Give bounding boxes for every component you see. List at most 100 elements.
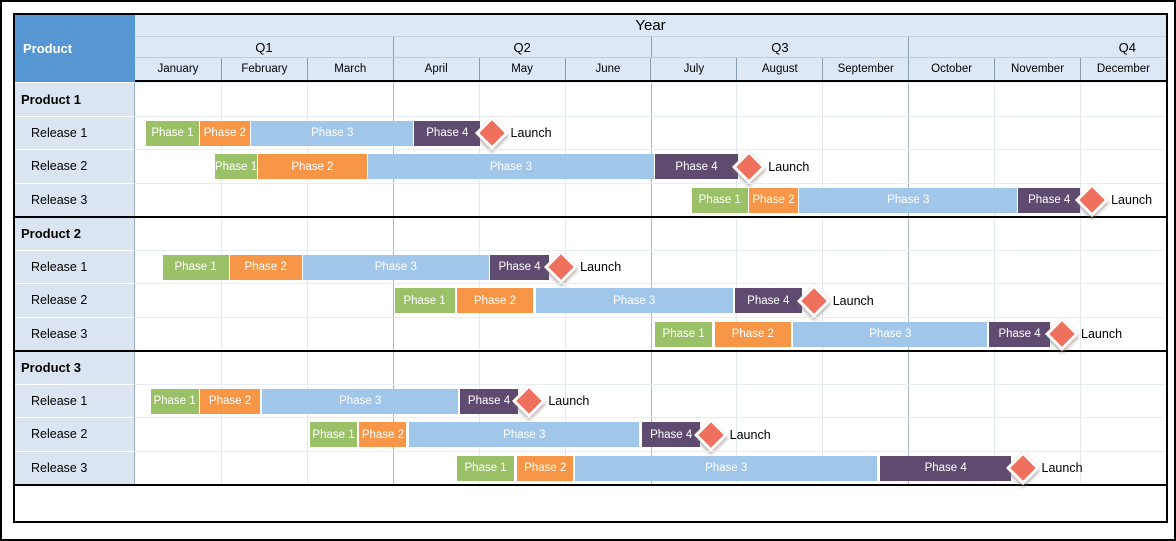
quarter-gridline [650, 116, 652, 149]
quarter-gridline [908, 418, 910, 451]
month-gridline [994, 418, 996, 451]
month-gridline [822, 116, 824, 149]
release-row-chart: Phase 1 Phase 2 Phase 3 Phase 4 Launch [135, 283, 1166, 318]
phase-bar-phase2: Phase 2 [714, 321, 791, 347]
phase-bar-phase4: Phase 4 [879, 455, 1012, 481]
month-header-april: April [392, 58, 479, 80]
release-row: Release 2 Phase 1 Phase 2 Phase 3 Phase 4 Lau… [15, 149, 1166, 184]
month-gridline [220, 352, 222, 384]
month-gridline [994, 116, 996, 149]
phase-bar-phase2: Phase 2 [516, 455, 574, 481]
launch-label: Launch [1111, 193, 1153, 207]
quarter-gridline [650, 317, 652, 350]
release-row: Release 2 Phase 1 Phase 2 Phase 3 Phase 4 Lau… [15, 283, 1166, 318]
release-name: Release 2 [15, 283, 135, 317]
month-gridline [564, 384, 566, 417]
month-gridline [306, 183, 308, 216]
phase-bar-phase3: Phase 3 [798, 187, 1018, 213]
month-gridline [478, 83, 480, 116]
phase-bar-phase1: Phase 1 [149, 388, 199, 414]
phase-bar-phase2: Phase 2 [257, 154, 367, 179]
month-gridline [306, 352, 308, 384]
phase-bar-phase2: Phase 2 [228, 254, 302, 280]
month-gridline [736, 352, 738, 384]
release-name: Release 3 [15, 182, 135, 216]
release-row: Release 3 Phase 1 Phase 2 Phase 3 Phase 4 Lau… [15, 450, 1166, 485]
month-gridline [822, 218, 824, 250]
phase-bar-phase2: Phase 2 [456, 288, 533, 313]
month-gridline [564, 317, 566, 350]
release-name: Release 1 [15, 249, 135, 283]
launch-diamond-icon [796, 283, 831, 318]
month-header-january: January [157, 63, 199, 75]
release-row-chart: Phase 1 Phase 2 Phase 3 Phase 4 Launch [135, 450, 1166, 485]
month-gridline [1080, 451, 1082, 484]
month-gridline [1080, 83, 1082, 116]
quarter-gridline [908, 250, 910, 283]
phase-bar-phase1: Phase 1 [161, 254, 229, 280]
phase-bar-phase1: Phase 1 [690, 187, 748, 213]
month-gridline [822, 352, 824, 384]
phase-bar-phase1: Phase 1 [214, 154, 257, 179]
month-gridline [822, 150, 824, 183]
month-header-august: August [736, 58, 822, 80]
roadmap-table: Product Year Q1 Q2 Q3 Q4 January February Mar… [13, 13, 1168, 523]
launch-label: Launch [832, 293, 874, 308]
header-area: Product Year Q1 Q2 Q3 Q4 January February Mar… [15, 15, 1166, 82]
quarter-gridline [392, 317, 394, 350]
quarter-gridline [392, 83, 394, 116]
release-name: Release 2 [15, 149, 135, 183]
quarter-gridline [392, 218, 394, 250]
month-gridline [994, 284, 996, 317]
month-gridline [994, 150, 996, 183]
release-name: Release 2 [15, 417, 135, 451]
product-row-chart [135, 218, 1166, 250]
release-row: Release 3 Phase 1 Phase 2 Phase 3 Phase 4 Lau… [15, 316, 1166, 351]
product-column-header: Product [15, 15, 135, 82]
release-row-chart: Phase 1 Phase 2 Phase 3 Phase 4 Launch [135, 115, 1166, 150]
quarter-gridline [908, 352, 910, 384]
month-gridline [736, 83, 738, 116]
month-gridline [994, 250, 996, 283]
phase-bar-phase4: Phase 4 [653, 154, 739, 179]
month-gridline [220, 418, 222, 451]
phase-bar-phase1: Phase 1 [653, 321, 713, 347]
month-gridline [736, 218, 738, 250]
release-row: Release 1 Phase 1 Phase 2 Phase 3 Phase 4 Lau… [15, 383, 1166, 418]
quarter-gridline [908, 384, 910, 417]
phase-bar-phase3: Phase 3 [366, 154, 654, 179]
phase-bar-phase2: Phase 2 [747, 187, 799, 213]
month-gridline [1080, 384, 1082, 417]
month-gridline [220, 183, 222, 216]
product-row: Product 3 [15, 350, 1166, 384]
year-label: Year [635, 17, 666, 34]
quarter-gridline [650, 218, 652, 250]
quarter-gridline [392, 451, 394, 484]
quarter-gridline [908, 83, 910, 116]
phase-bar-phase2: Phase 2 [199, 388, 260, 414]
launch-diamond-icon [1045, 317, 1080, 351]
release-row-chart: Phase 1 Phase 2 Phase 3 Phase 4 Launch [135, 149, 1166, 184]
phase-bar-phase1: Phase 1 [145, 120, 199, 146]
phase-bar-phase4: Phase 4 [641, 422, 701, 447]
launch-label: Launch [768, 159, 810, 174]
phase-bar-phase3: Phase 3 [792, 321, 988, 347]
release-row-chart: Phase 1 Phase 2 Phase 3 Phase 4 Launch [135, 383, 1166, 418]
month-gridline [564, 218, 566, 250]
phase-bar-phase3: Phase 3 [250, 120, 414, 146]
month-header-october: October [908, 58, 994, 80]
phase-bar-phase4: Phase 4 [413, 120, 481, 146]
phase-bar-phase4: Phase 4 [988, 321, 1050, 347]
product-row: Product 1 [15, 82, 1166, 116]
month-header-november: November [994, 58, 1080, 80]
quarter-header-q1: Q1 [255, 39, 273, 55]
month-gridline [1080, 116, 1082, 149]
month-gridline [220, 218, 222, 250]
month-row: January February March April May June July Augu… [135, 58, 1166, 82]
month-gridline [220, 317, 222, 350]
launch-label: Launch [580, 260, 622, 274]
month-gridline [478, 183, 480, 216]
phase-bar-phase3: Phase 3 [534, 288, 733, 313]
launch-label: Launch [510, 126, 552, 140]
